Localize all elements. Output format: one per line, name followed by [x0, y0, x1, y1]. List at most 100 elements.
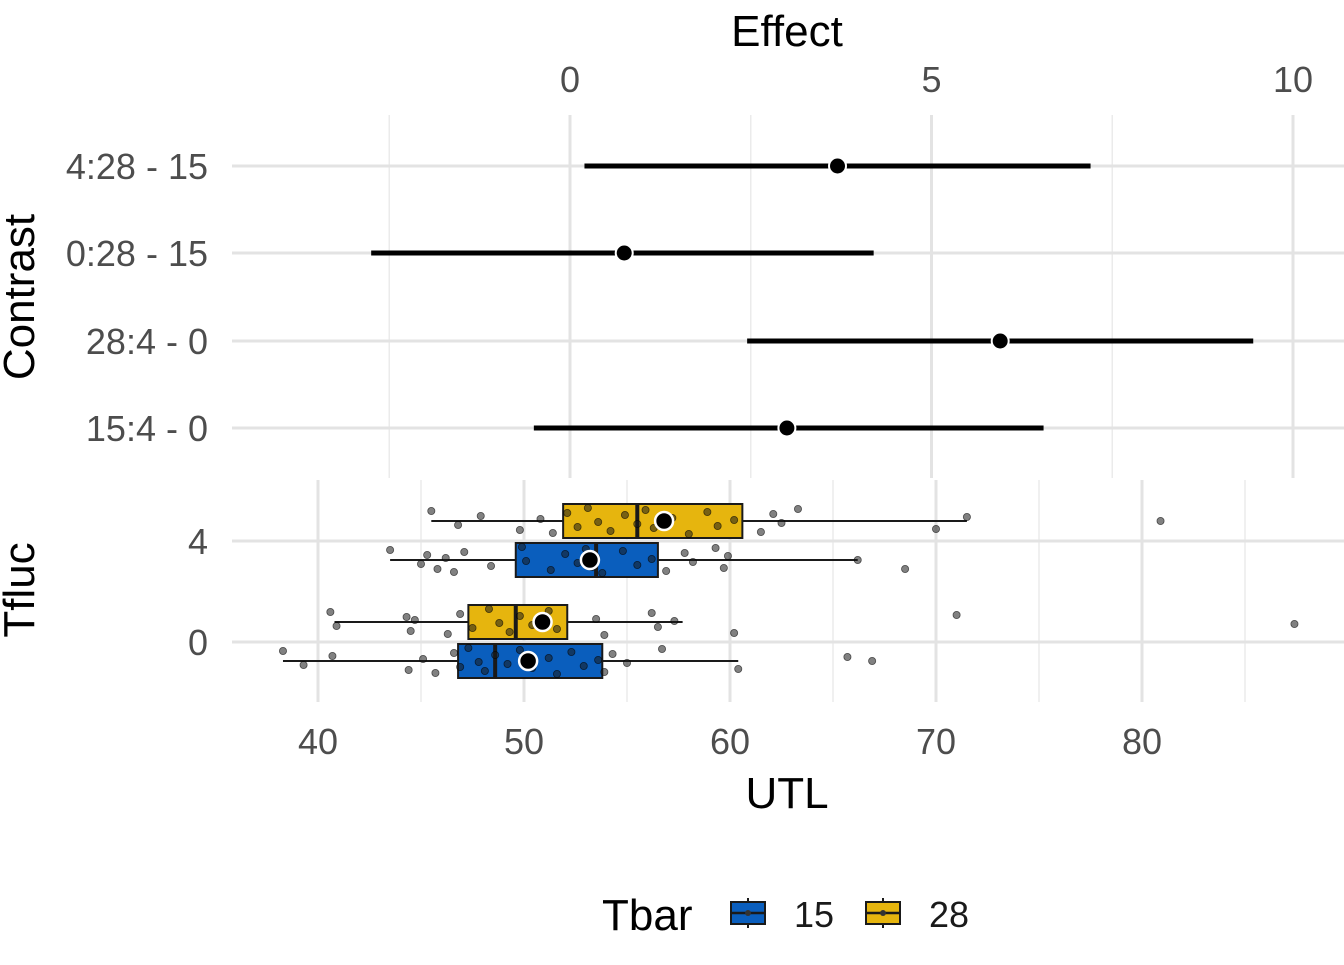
utl-tick-label: 40 [298, 721, 338, 762]
utl-tick-label: 50 [504, 721, 544, 762]
legend-title: Tbar [602, 891, 692, 940]
mean-point [579, 549, 601, 571]
data-point [561, 550, 570, 559]
data-point [579, 662, 588, 671]
data-point [647, 609, 656, 618]
data-point [868, 657, 877, 666]
data-point [552, 625, 561, 634]
data-point [468, 624, 477, 633]
data-point [404, 666, 413, 675]
data-point [1290, 620, 1299, 629]
data-point [563, 508, 572, 517]
data-point [606, 527, 615, 536]
utl-panel-grid [232, 480, 1344, 702]
data-point [641, 505, 650, 514]
data-point [769, 509, 778, 518]
data-point [932, 525, 941, 534]
data-point [600, 631, 609, 640]
data-point [487, 562, 496, 571]
data-point [684, 530, 693, 539]
data-point [441, 554, 450, 563]
data-point [474, 658, 483, 667]
data-point [647, 555, 656, 564]
data-point [719, 564, 728, 573]
data-point [688, 558, 697, 567]
data-point [536, 515, 545, 524]
data-point [756, 528, 765, 537]
data-point [299, 661, 308, 670]
data-point [464, 644, 473, 653]
data-point [583, 503, 592, 512]
data-point [548, 529, 557, 538]
data-point [456, 610, 465, 619]
estimate-point [828, 156, 848, 176]
data-point [680, 549, 689, 558]
data-point [402, 613, 411, 622]
data-point [703, 507, 712, 516]
data-point [406, 627, 415, 636]
data-point [515, 612, 524, 621]
contrast-tick-label: 28:4 - 0 [86, 321, 208, 362]
mean-point [653, 510, 675, 532]
data-point [594, 518, 603, 527]
data-point [962, 513, 971, 522]
mean-point [517, 650, 539, 672]
data-point [454, 521, 463, 530]
effect-tick-label: 5 [921, 59, 941, 100]
effect-tick-label: 10 [1273, 59, 1313, 100]
data-point [480, 667, 489, 676]
data-point [278, 647, 287, 656]
data-point [484, 605, 493, 614]
data-point [620, 510, 629, 519]
data-point [427, 506, 436, 515]
data-point [623, 659, 632, 668]
utl-axis-title: UTL [745, 769, 828, 818]
utl-tick-label: 60 [710, 721, 750, 762]
contrast-axis-title: Contrast [0, 214, 44, 380]
contrast-tick-label: 0:28 - 15 [66, 233, 208, 274]
data-point [505, 628, 514, 637]
data-point [495, 619, 504, 628]
data-point [608, 650, 617, 659]
data-point [552, 670, 561, 679]
tfluc-tick-label: 4 [188, 521, 208, 562]
data-point [515, 526, 524, 535]
data-point [476, 512, 485, 521]
data-point [328, 652, 337, 661]
data-point [423, 551, 432, 560]
data-point [618, 547, 627, 556]
data-point [433, 565, 442, 574]
legend: Tbar 15 28 [602, 891, 969, 940]
data-point [410, 616, 419, 625]
tfluc-tick-label: 0 [188, 622, 208, 663]
data-point [567, 648, 576, 657]
legend-key-15 [730, 898, 766, 928]
data-point [416, 560, 425, 569]
data-point [503, 660, 512, 669]
data-point [592, 615, 601, 624]
mean-point [532, 611, 553, 633]
box-body [562, 503, 744, 539]
data-point [853, 556, 862, 565]
data-point [777, 519, 786, 528]
data-point [952, 611, 961, 620]
data-point [633, 520, 642, 529]
data-point [544, 654, 553, 663]
data-point [443, 630, 452, 639]
data-point [449, 649, 458, 658]
data-point [901, 565, 910, 574]
data-point [658, 645, 667, 654]
data-point [1156, 517, 1165, 526]
data-point [653, 623, 662, 632]
data-point [419, 655, 428, 664]
effect-tick-label: 0 [560, 59, 580, 100]
data-point [573, 523, 582, 532]
effect-axis-title: Effect [731, 7, 843, 56]
estimate-point [777, 418, 797, 438]
data-point [730, 516, 739, 525]
data-point [517, 543, 526, 552]
data-point [515, 646, 524, 655]
